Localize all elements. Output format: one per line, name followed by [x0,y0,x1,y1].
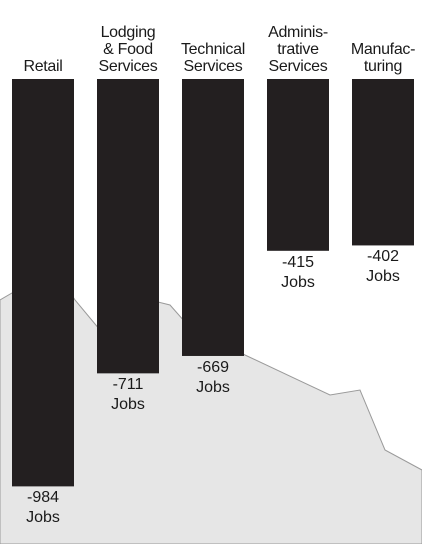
bar-group [12,79,414,487]
value-label-lodging-food: -711 Jobs [111,376,145,414]
value-label-administrative: -415 Jobs [281,253,315,291]
value-label-retail: -984 Jobs [26,489,60,527]
category-label-retail: Retail [23,58,63,75]
bar-manufacturing [352,79,414,246]
category-label-lodging-food: Lodging & Food Services [98,24,158,75]
bar-administrative [267,79,329,251]
bar-lodging-food [97,79,159,374]
value-label-technical: -669 Jobs [196,358,230,396]
bar-technical [182,79,244,356]
category-label-administrative: Adminis- trative Services [268,24,328,75]
value-label-manufacturing: -402 Jobs [366,248,400,286]
category-label-manufacturing: Manufac- turing [350,41,416,75]
bar-retail [12,79,74,487]
category-label-technical: Technical Services [180,41,245,75]
